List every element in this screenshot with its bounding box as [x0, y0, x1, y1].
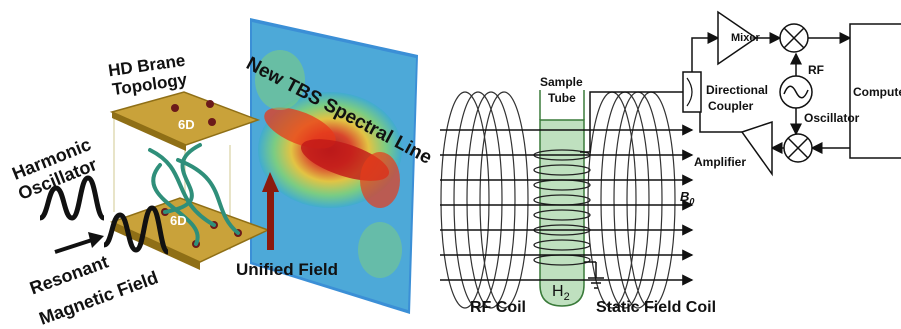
bottom-mixer-circle: [783, 133, 813, 163]
computer-box: [849, 23, 901, 159]
sample-tube-label-2: Tube: [548, 91, 576, 105]
unified-field-arrow: [262, 172, 279, 250]
main-diagram: [38, 10, 901, 314]
oscillator-circle: [779, 75, 813, 109]
connecting-strands: [148, 143, 240, 246]
sample-tube-label-1: Sample: [540, 75, 583, 89]
mixer-label: Mixer: [731, 32, 760, 44]
rf-label: RF: [808, 63, 824, 77]
harmonic-oscillator-wave: [38, 175, 106, 221]
amplifier-label: Amplifier: [694, 155, 747, 169]
h2-label: H2: [552, 284, 570, 303]
unified-field-label: Unified Field: [236, 260, 338, 279]
directional-coupler-label-1: Directional: [706, 83, 769, 97]
amplifier-triangle: [740, 120, 773, 177]
directional-coupler-label-2: Coupler: [708, 99, 754, 113]
h2-subscript: 2: [563, 291, 570, 304]
directional-coupler: [682, 71, 702, 113]
b0-field-lines: [440, 124, 694, 286]
resonant-field-arrow: [54, 232, 104, 254]
static-field-coil: [587, 91, 676, 309]
b0-main: B: [680, 189, 690, 204]
bottom-plate-label: 6D: [170, 213, 187, 228]
h2-main: H: [552, 283, 564, 300]
b0-subscript: 0: [689, 196, 695, 207]
computer-label: Compute: [853, 85, 901, 99]
spectral-line-panel: [250, 18, 418, 314]
ground-symbol: [584, 261, 604, 289]
b0-label: B0: [680, 190, 694, 207]
sample-tube: [539, 90, 585, 307]
top-plate-label: 6D: [178, 117, 195, 132]
top-brane-plate: [109, 91, 261, 151]
resonant-field-wave: [102, 205, 170, 255]
rf-coil-label: RF Coil: [470, 299, 526, 316]
top-mixer-circle: [779, 23, 809, 53]
mixer-triangle: [717, 10, 758, 66]
oscillator-label: Oscillator: [804, 111, 860, 125]
rf-coil: [440, 91, 529, 309]
static-field-coil-label: Static Field Coil: [596, 299, 717, 316]
